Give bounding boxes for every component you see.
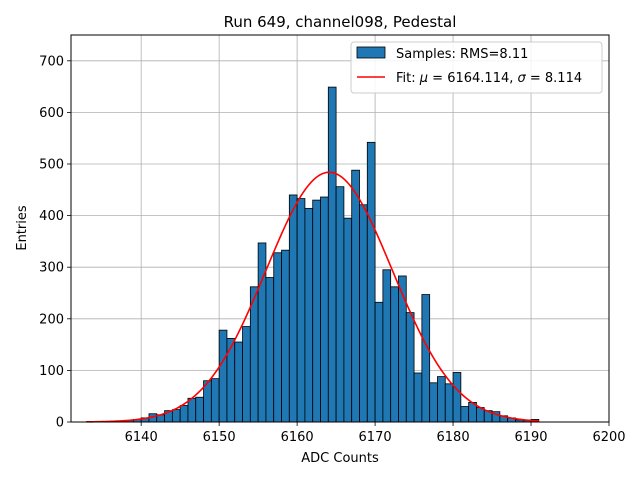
histogram-bar (421, 294, 431, 423)
y-axis-ticks: 0 100 200 300 400 500 600 700 (39, 54, 71, 431)
histogram-bar (382, 269, 392, 423)
histogram-bar (234, 341, 243, 423)
histogram-bar (179, 405, 189, 423)
histogram-bar (359, 204, 368, 423)
chart-title: Run 649, channel098, Pedestal (224, 13, 457, 31)
histogram-bar (218, 329, 228, 423)
x-tick-label: 6180 (437, 430, 470, 445)
histogram-bar (296, 198, 306, 423)
histogram-bar (351, 169, 360, 423)
histogram-bar (390, 286, 399, 423)
histogram-bar (210, 378, 220, 423)
y-tick-label: 600 (39, 106, 64, 121)
histogram-bar (249, 286, 259, 423)
y-axis-label: Entries (15, 205, 30, 251)
x-tick-label: 6200 (592, 430, 625, 445)
histogram-bars (86, 86, 540, 423)
histogram-bar (265, 277, 275, 423)
histogram-bar (304, 207, 314, 423)
histogram-bar (320, 196, 329, 423)
legend-box (350, 41, 603, 94)
histogram-bar (312, 199, 321, 423)
plot-frame (70, 34, 610, 423)
y-tick-label: 500 (39, 158, 64, 173)
legend: Samples: RMS=8.11 Fit: μ = 6164.114, σ =… (350, 41, 603, 94)
histogram-bar (413, 372, 423, 423)
y-tick-label: 700 (39, 54, 64, 69)
histogram-bar (171, 409, 181, 423)
x-tick-label: 6170 (359, 430, 392, 445)
x-tick-label: 6150 (203, 430, 236, 445)
x-axis-label: ADC Counts (301, 451, 379, 466)
x-tick-label: 6190 (514, 430, 547, 445)
histogram-bar (195, 396, 204, 423)
histogram-bar (460, 406, 470, 423)
grid (71, 35, 610, 423)
histogram-bar (281, 249, 290, 423)
x-tick-label: 6140 (125, 430, 158, 445)
histogram-bar (452, 372, 462, 423)
histogram-bar (288, 194, 298, 423)
fit-curve (86, 171, 539, 423)
x-tick-label: 6160 (281, 430, 314, 445)
histogram-bar (437, 376, 446, 423)
histogram-bar (444, 383, 454, 423)
legend-swatch-samples (356, 46, 386, 59)
y-tick-label: 0 (56, 416, 64, 431)
histogram-bar (405, 312, 415, 423)
histogram-bar (398, 275, 407, 423)
x-axis-ticks: 6140 6150 6160 6170 6180 6190 6200 (125, 422, 626, 445)
y-tick-label: 300 (39, 261, 64, 276)
histogram-bar (366, 141, 376, 423)
histogram-bar (242, 326, 251, 423)
histogram-bar (273, 252, 282, 423)
histogram-bar (343, 217, 353, 423)
histogram-bar (374, 301, 384, 423)
histogram-bar (187, 397, 197, 423)
histogram-bar (327, 86, 337, 423)
legend-label-fit: Fit: μ = 6164.114, σ = 8.114 (396, 71, 582, 86)
legend-label-samples: Samples: RMS=8.11 (396, 47, 528, 62)
histogram-bar (257, 242, 267, 423)
histogram-bar (335, 186, 345, 423)
y-tick-label: 400 (39, 209, 64, 224)
y-tick-label: 200 (39, 312, 64, 327)
y-tick-label: 100 (39, 364, 64, 379)
histogram-bar (429, 382, 438, 423)
